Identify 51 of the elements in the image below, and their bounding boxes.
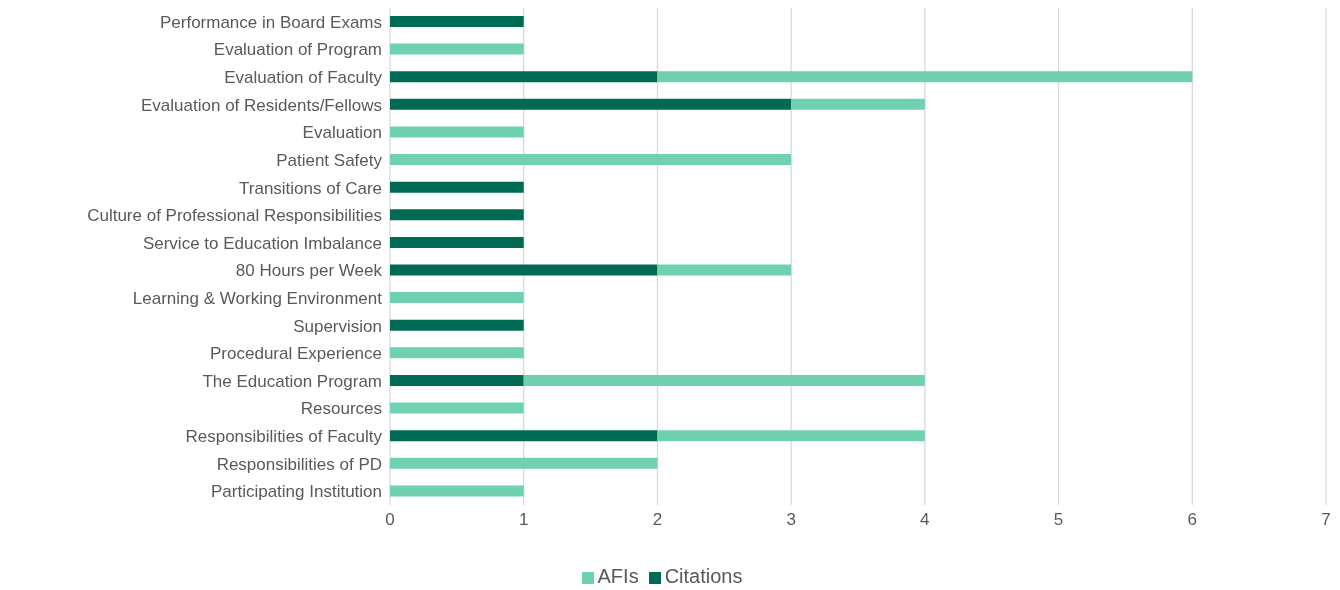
bar xyxy=(523,374,925,386)
x-tick-label: 3 xyxy=(786,510,796,530)
y-tick-label: Service to Education Imbalance xyxy=(142,233,382,253)
bar xyxy=(390,154,792,166)
y-tick-label: Performance in Board Exams xyxy=(159,12,382,32)
bar xyxy=(390,16,524,27)
x-tick-label: 4 xyxy=(920,510,930,530)
y-tick-label: Culture of Professional Responsibilities xyxy=(87,206,382,226)
legend-label: AFIs xyxy=(597,565,639,587)
y-tick-label: Evaluation of Program xyxy=(213,40,382,60)
legend-label: Citations xyxy=(664,565,743,587)
y-tick-label: Learning & Working Environment xyxy=(132,288,383,308)
bar xyxy=(390,457,658,469)
y-tick-label: 80 Hours per Week xyxy=(235,261,383,281)
x-tick-label: 1 xyxy=(518,510,529,530)
bar xyxy=(390,402,524,414)
bar xyxy=(657,430,925,442)
bar xyxy=(390,209,524,221)
y-tick-label: Responsibilities of Faculty xyxy=(185,427,383,447)
y-tick-label: The Education Program xyxy=(202,371,382,391)
bar xyxy=(390,181,524,193)
x-tick-label: 6 xyxy=(1187,510,1198,530)
bar xyxy=(390,319,524,331)
y-tick-label: Transitions of Care xyxy=(239,178,382,198)
bar xyxy=(390,347,524,359)
x-tick-label: 5 xyxy=(1053,510,1064,530)
x-tick-label: 0 xyxy=(385,510,395,530)
bar xyxy=(390,430,658,442)
x-tick-label: 7 xyxy=(1321,510,1331,530)
bar xyxy=(390,98,792,110)
y-tick-label: Supervision xyxy=(293,316,382,336)
bar xyxy=(390,485,524,497)
bar xyxy=(390,374,524,386)
y-tick-label: Patient Safety xyxy=(276,150,383,170)
bar xyxy=(390,126,524,138)
bar xyxy=(390,43,524,55)
y-tick-label: Resources xyxy=(300,399,382,419)
bar xyxy=(657,71,1193,83)
y-tick-label: Evaluation xyxy=(302,123,382,143)
y-tick-label: Evaluation of Faculty xyxy=(224,68,383,88)
y-tick-label: Participating Institution xyxy=(210,482,382,502)
y-tick-label: Responsibilities of PD xyxy=(216,454,382,474)
y-tick-label: Evaluation of Residents/Fellows xyxy=(141,95,382,115)
bar xyxy=(390,264,658,276)
bar xyxy=(657,264,792,276)
bar xyxy=(791,98,925,110)
bar xyxy=(390,292,524,304)
bar xyxy=(390,236,524,248)
x-tick-label: 2 xyxy=(652,510,663,530)
y-tick-label: Procedural Experience xyxy=(210,344,382,364)
bar xyxy=(390,71,658,83)
